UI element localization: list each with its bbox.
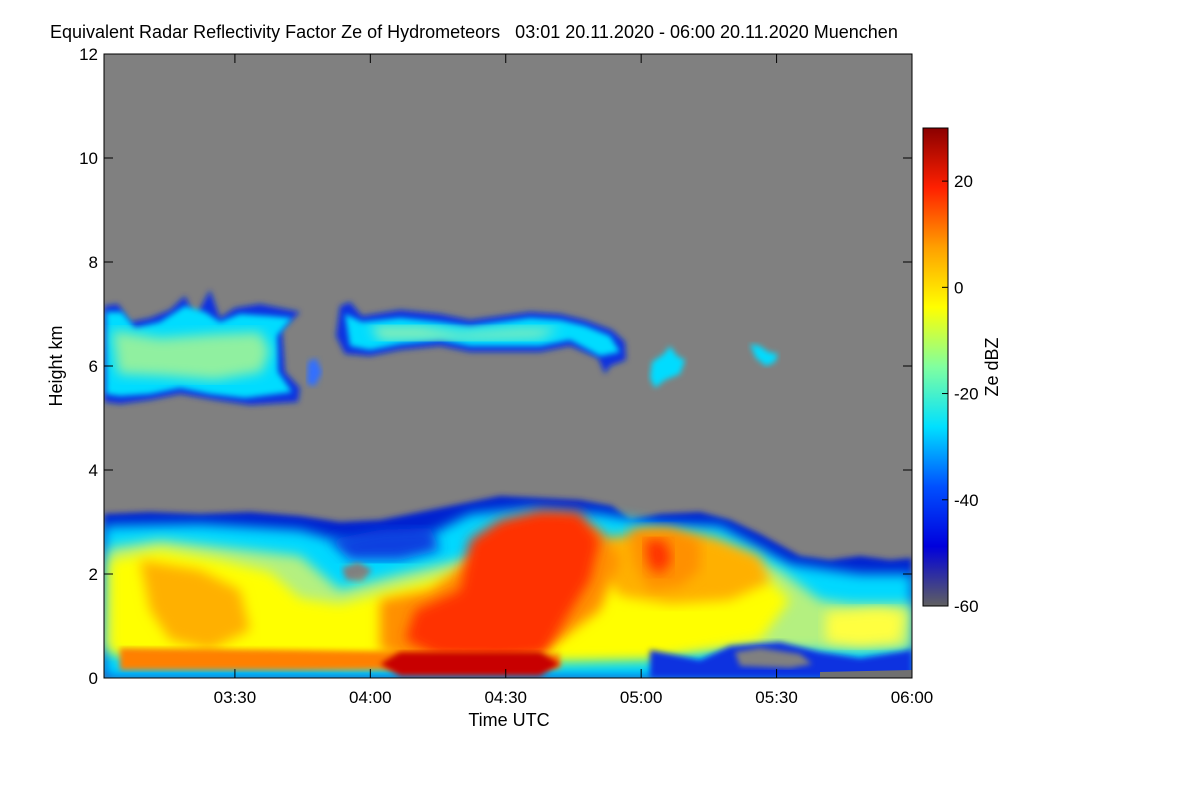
lower-cloud-layer [104, 496, 912, 678]
y-tick-label: 0 [89, 669, 98, 688]
x-tick-label: 05:00 [620, 688, 663, 707]
colorbar-tick-label: 0 [954, 278, 963, 297]
colorbar-ticks: 20 0 -20 -40 -60 [942, 172, 979, 616]
reflectivity-field [104, 290, 912, 678]
x-axis: 03:30 04:00 04:30 05:00 05:30 06:00 [214, 54, 934, 707]
y-axis: 0 2 4 6 8 10 12 [79, 45, 912, 688]
colorbar-tick-label: 20 [954, 172, 973, 191]
x-axis-label: Time UTC [468, 710, 549, 730]
colorbar [922, 127, 949, 607]
y-tick-label: 6 [89, 357, 98, 376]
y-tick-label: 10 [79, 149, 98, 168]
x-tick-label: 06:00 [891, 688, 934, 707]
colorbar-tick-label: -60 [954, 597, 979, 616]
x-tick-label: 03:30 [214, 688, 257, 707]
colorbar-label: Ze dBZ [982, 337, 1002, 396]
y-tick-label: 4 [89, 461, 98, 480]
colorbar-tick-label: -40 [954, 491, 979, 510]
x-tick-label: 05:30 [755, 688, 798, 707]
y-axis-label: Height km [46, 325, 66, 406]
y-tick-label: 2 [89, 565, 98, 584]
colorbar-tick-label: -20 [954, 385, 979, 404]
chart-title: Equivalent Radar Reflectivity Factor Ze … [50, 22, 898, 42]
x-tick-label: 04:00 [349, 688, 392, 707]
upper-cloud-layer [104, 290, 778, 405]
y-tick-label: 12 [79, 45, 98, 64]
y-tick-label: 8 [89, 253, 98, 272]
x-tick-label: 04:30 [484, 688, 527, 707]
